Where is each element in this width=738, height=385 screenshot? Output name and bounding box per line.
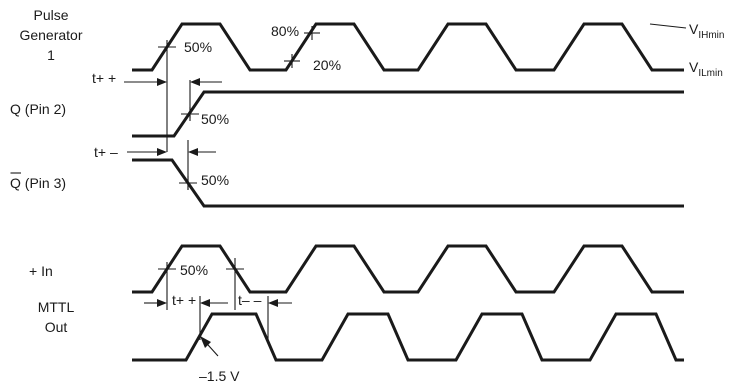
tpp-top-label: t+ +	[92, 70, 116, 86]
pulse-80pct-label: 80%	[271, 23, 299, 39]
label-pulse-line3: 1	[47, 47, 55, 63]
label-qbar-rest: (Pin 3)	[21, 175, 66, 191]
qbar-50pct-label: 50%	[201, 172, 229, 188]
label-mttl-line2: Out	[45, 319, 68, 335]
in-50pct-label: 50%	[180, 262, 208, 278]
tpm-label: t+ –	[94, 144, 118, 160]
tpm-arrow-left-head	[157, 148, 167, 156]
svg-text:Q (Pin 3): Q (Pin 3)	[10, 175, 66, 191]
pulse-50pct-label: 50%	[184, 39, 212, 55]
vil-label: VILmin	[689, 59, 723, 79]
label-pulse-line1: Pulse	[33, 7, 68, 23]
label-qbar-letter: Q	[10, 175, 21, 191]
tpp-top-arrow-left-head	[157, 78, 167, 86]
plus-in-waveform	[132, 244, 684, 294]
tpp-bottom-arrow-right-head	[200, 299, 210, 307]
label-pulse-line2: Generator	[19, 27, 82, 43]
tpp-top-arrow-right-head	[190, 78, 200, 86]
vih-leader-line	[649, 23, 687, 29]
mttl-out-waveform	[132, 312, 684, 362]
label-q: Q (Pin 2)	[10, 101, 66, 117]
tmm-arrow-right-head	[268, 299, 278, 307]
tpp-bottom-arrow-left-head	[157, 299, 167, 307]
label-mttl-line1: MTTL	[38, 299, 75, 315]
tpp-bottom-label: t+ +	[172, 292, 196, 308]
label-plus-in: + In	[29, 263, 53, 279]
q-50pct-label: 50%	[201, 111, 229, 127]
tpm-arrow-right-head	[188, 148, 198, 156]
pulse-20pct-label: 20%	[313, 57, 341, 73]
threshold-pointer-head	[200, 336, 211, 348]
pulse-generator-waveform	[132, 22, 684, 72]
vih-label: VIHmin	[689, 21, 724, 41]
tmm-label: t– –	[238, 292, 262, 308]
threshold-label: –1.5 V	[199, 368, 240, 384]
label-qbar: Q (Pin 3)	[10, 172, 66, 191]
